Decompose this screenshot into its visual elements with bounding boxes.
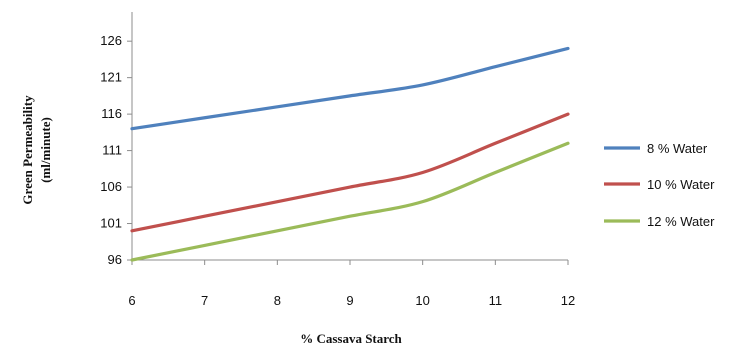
y-tick-label: 106 xyxy=(100,179,122,194)
y-tick-label: 96 xyxy=(108,252,122,267)
y-axis-title-line1: Green Permeability xyxy=(20,95,35,205)
x-axis-title: % Cassava Starch xyxy=(300,331,402,346)
legend-label-10-water: 10 % Water xyxy=(647,177,715,192)
x-tick-label: 12 xyxy=(561,293,575,308)
legend-label-8-water: 8 % Water xyxy=(647,141,708,156)
y-tick-label: 116 xyxy=(101,106,122,121)
x-tick-label: 11 xyxy=(489,293,503,308)
series-line-10-water xyxy=(130,112,570,233)
y-tick-label: 126 xyxy=(100,33,122,48)
series-lines xyxy=(130,46,570,262)
x-tick-label: 10 xyxy=(415,293,429,308)
series-line-12-water xyxy=(130,141,570,262)
x-tick-label: 8 xyxy=(274,293,281,308)
y-tick-label: 121 xyxy=(100,70,122,85)
legend: 8 % Water 10 % Water 12 % Water xyxy=(604,141,715,229)
x-tick-label: 6 xyxy=(128,293,135,308)
y-tick-label: 111 xyxy=(102,143,122,158)
series-line-8-water xyxy=(130,46,570,131)
y-tick-label: 101 xyxy=(100,216,122,231)
x-tick-label: 7 xyxy=(201,293,208,308)
y-axis-title-line2: (ml/minute) xyxy=(38,117,53,183)
y-axis-title: Green Permeability (ml/minute) xyxy=(20,95,53,205)
legend-label-12-water: 12 % Water xyxy=(647,214,715,229)
x-tick-label: 9 xyxy=(346,293,353,308)
axes xyxy=(127,12,569,265)
